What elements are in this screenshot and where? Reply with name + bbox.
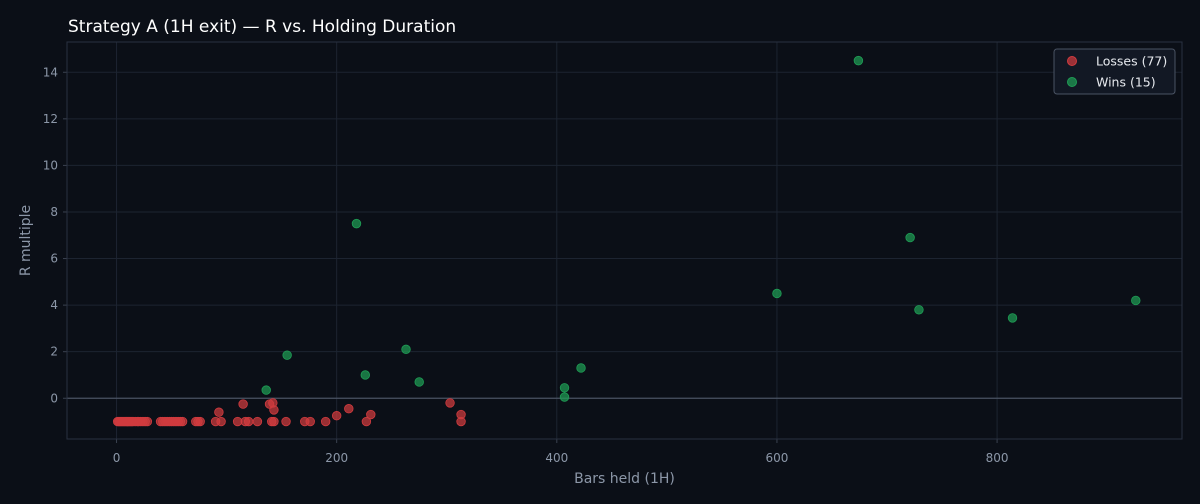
gridlines (67, 42, 1182, 439)
y-tick-label: 0 (50, 391, 58, 405)
y-axis-label: R multiple (18, 205, 34, 276)
legend-label-losses: Losses (77) (1096, 54, 1167, 69)
loss-point (214, 407, 224, 417)
y-tick-label: 8 (50, 205, 58, 219)
tick-labels: 0 200 400 600 800 0 2 4 6 8 10 12 14 (43, 65, 1009, 465)
win-point (914, 305, 924, 315)
loss-point (177, 416, 188, 427)
win-point (772, 288, 782, 299)
win-point (360, 370, 370, 380)
x-tick-label: 800 (986, 451, 1009, 465)
win-point (1131, 295, 1141, 306)
legend-label-wins: Wins (15) (1096, 75, 1156, 90)
x-axis-label: Bars held (1H) (574, 471, 675, 487)
win-point (853, 55, 864, 66)
loss-point (269, 405, 279, 415)
x-tick-label: 0 (113, 451, 121, 465)
win-point (401, 344, 411, 355)
loss-point (361, 416, 372, 427)
loss-point (456, 416, 466, 427)
win-point (905, 232, 915, 243)
win-point (282, 350, 292, 360)
win-point (559, 383, 570, 393)
loss-point (269, 416, 279, 427)
legend: Losses (77) Wins (15) (1053, 48, 1176, 95)
legend-box (1053, 48, 1176, 95)
loss-point (366, 409, 376, 420)
loss-point (331, 411, 342, 421)
loss-point (142, 416, 153, 427)
loss-point (195, 416, 205, 427)
win-point (261, 385, 271, 395)
loss-point (243, 416, 254, 427)
loss-point (445, 398, 455, 408)
legend-marker-wins (1067, 77, 1077, 87)
x-tick-label: 400 (545, 451, 568, 465)
loss-point (320, 416, 331, 427)
legend-marker-losses (1067, 56, 1077, 66)
win-point (1007, 313, 1018, 323)
y-tick-label: 2 (50, 345, 58, 359)
y-tick-label: 12 (43, 112, 58, 126)
y-tick-label: 4 (50, 298, 58, 312)
loss-point (344, 404, 354, 414)
win-point (351, 218, 362, 229)
chart-title: Strategy A (1H exit) — R vs. Holding Dur… (68, 17, 456, 37)
win-point (414, 377, 424, 387)
x-tick-label: 600 (765, 451, 788, 465)
loss-point (252, 416, 263, 427)
x-tick-label: 200 (325, 451, 348, 465)
win-point (559, 392, 570, 402)
loss-point (238, 399, 248, 409)
plot-area (67, 42, 1182, 439)
win-point (576, 363, 586, 373)
y-tick-label: 14 (43, 65, 58, 79)
plot-frame (66, 41, 1183, 440)
loss-point (305, 416, 315, 427)
loss-point (281, 416, 291, 427)
y-tick-label: 10 (43, 158, 58, 172)
y-tick-label: 6 (50, 252, 58, 266)
loss-point (216, 416, 226, 427)
data-points (112, 55, 1141, 427)
